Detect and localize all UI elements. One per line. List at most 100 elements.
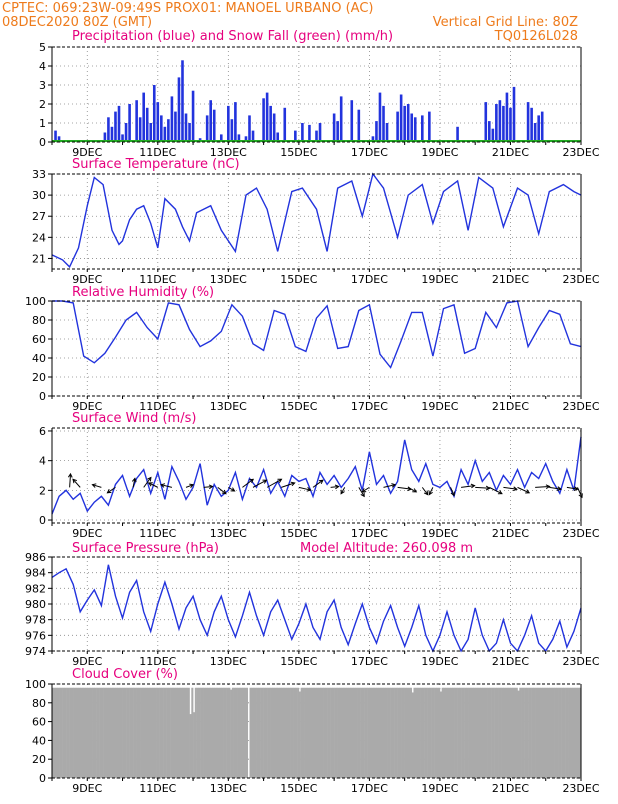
precip-bar — [484, 102, 488, 142]
cloud-bar — [466, 687, 469, 778]
cloud-bar — [154, 687, 157, 778]
cloud-bar — [55, 687, 58, 778]
cloud-bar — [314, 687, 317, 778]
wind-arrow — [517, 486, 530, 494]
cloud-bar — [237, 687, 240, 778]
wind-arrow-head — [412, 488, 418, 493]
precip-bar — [301, 123, 304, 142]
cloud-bar — [436, 687, 439, 778]
cloud-bar — [196, 687, 199, 778]
cloud-bar — [394, 687, 397, 778]
temperature-xtick-label: 11DEC — [139, 273, 176, 286]
wind-arrow — [450, 487, 455, 496]
cloud-bar — [348, 687, 351, 778]
cloud-bar — [304, 687, 307, 778]
precip-bar — [378, 92, 382, 142]
cloud-bar — [475, 687, 478, 778]
precip-bar — [174, 111, 177, 142]
cloud-bar — [334, 687, 337, 778]
wind-arrow — [535, 485, 550, 488]
cloud-bar — [62, 687, 65, 778]
humidity-ytick-label: 60 — [32, 333, 46, 346]
cloud-bar — [122, 687, 125, 778]
precip-bar — [308, 124, 311, 142]
cloud-bar — [478, 687, 481, 778]
cloud-bar — [214, 687, 217, 778]
cloud-bar — [111, 687, 115, 778]
cloud-bar — [399, 687, 402, 778]
wind-arrow — [358, 487, 365, 497]
panel-annotation-altitude: Model Altitude: 260.098 m — [300, 541, 473, 556]
precip-bar — [488, 121, 491, 142]
cloud-bar — [244, 687, 247, 778]
wind-arrow-head — [147, 482, 153, 487]
wind-arrow-head — [290, 481, 296, 487]
wind-xtick-label: 23DEC — [562, 527, 599, 540]
wind-arrow-head — [340, 489, 345, 495]
wind-arrow — [383, 484, 396, 488]
wind-arrow — [421, 487, 429, 495]
cloud-bar — [381, 687, 384, 778]
cloud-bar — [293, 687, 296, 778]
wind-arrow-head — [391, 483, 397, 488]
cloud-bar — [432, 687, 435, 778]
cloud-bar — [565, 687, 568, 778]
cloud-bar — [210, 687, 213, 778]
cloud-bar — [547, 687, 550, 778]
cloud-bar — [531, 687, 534, 778]
cloud-ytick-label: 40 — [32, 734, 46, 747]
wind-arrow — [397, 486, 412, 490]
precip-bar — [152, 85, 156, 142]
cloud-bar — [200, 687, 203, 778]
cloud-xtick-label: 23DEC — [562, 782, 599, 795]
cloud-bar — [291, 687, 294, 778]
cloud-bar — [320, 687, 323, 778]
cloud-bar — [346, 687, 349, 778]
cloud-bar — [330, 687, 333, 778]
wind-ytick-label: 4 — [39, 455, 46, 468]
cloud-bar — [510, 687, 513, 778]
cloud-bar — [166, 687, 169, 778]
wind-arrow-head — [450, 491, 455, 497]
cloud-bar — [231, 687, 234, 778]
cloud-bar — [335, 687, 338, 778]
cloud-bar — [485, 687, 488, 778]
temperature-line — [51, 172, 582, 269]
cloud-bar — [402, 687, 405, 778]
pressure-panel: 974 976 978 980 982 984 986 9DEC 11DEC 13DEC 15DEC… — [25, 551, 600, 668]
precip-bar — [413, 117, 417, 142]
cloud-bar — [110, 687, 113, 778]
cloud-bar — [177, 687, 180, 778]
cloud-bar — [53, 687, 56, 778]
cloud-bar — [80, 687, 83, 778]
cloud-bar — [551, 687, 554, 778]
precip-bar — [406, 104, 410, 142]
precip-bar — [110, 126, 114, 142]
wind-arrow-head — [230, 487, 236, 492]
cloud-bar — [471, 687, 474, 778]
wind-xtick-label: 11DEC — [139, 527, 176, 540]
precip-bar — [495, 104, 498, 142]
wind-arrow-head — [578, 493, 583, 499]
cloud-bar — [57, 687, 60, 778]
wind-xtick-label: 17DEC — [351, 527, 388, 540]
pressure-ytick-label: 978 — [25, 614, 46, 627]
temperature-xtick-label: 21DEC — [492, 273, 529, 286]
precip-bar — [375, 121, 378, 142]
precip-bar — [382, 105, 385, 142]
cloud-bar — [254, 687, 257, 778]
cloud-bar — [113, 687, 116, 778]
panels: 0 1 2 3 4 5 9DEC 11DEC 13DEC 15DEC 17DEC 19DEC 21DEC… — [25, 41, 600, 795]
cloud-bar — [362, 687, 365, 778]
cloud-bar — [270, 687, 273, 778]
cloud-bar — [559, 687, 562, 778]
cloud-bar — [194, 687, 197, 778]
cloud-bar — [127, 687, 130, 778]
cloud-bar — [325, 687, 328, 778]
cloud-bar — [284, 687, 287, 778]
wind-arrow-head — [485, 485, 491, 491]
cloud-bar — [78, 687, 81, 778]
cloud-ytick-label: 0 — [39, 772, 46, 785]
cloud-bar — [424, 687, 427, 778]
precip-bar — [350, 100, 354, 142]
